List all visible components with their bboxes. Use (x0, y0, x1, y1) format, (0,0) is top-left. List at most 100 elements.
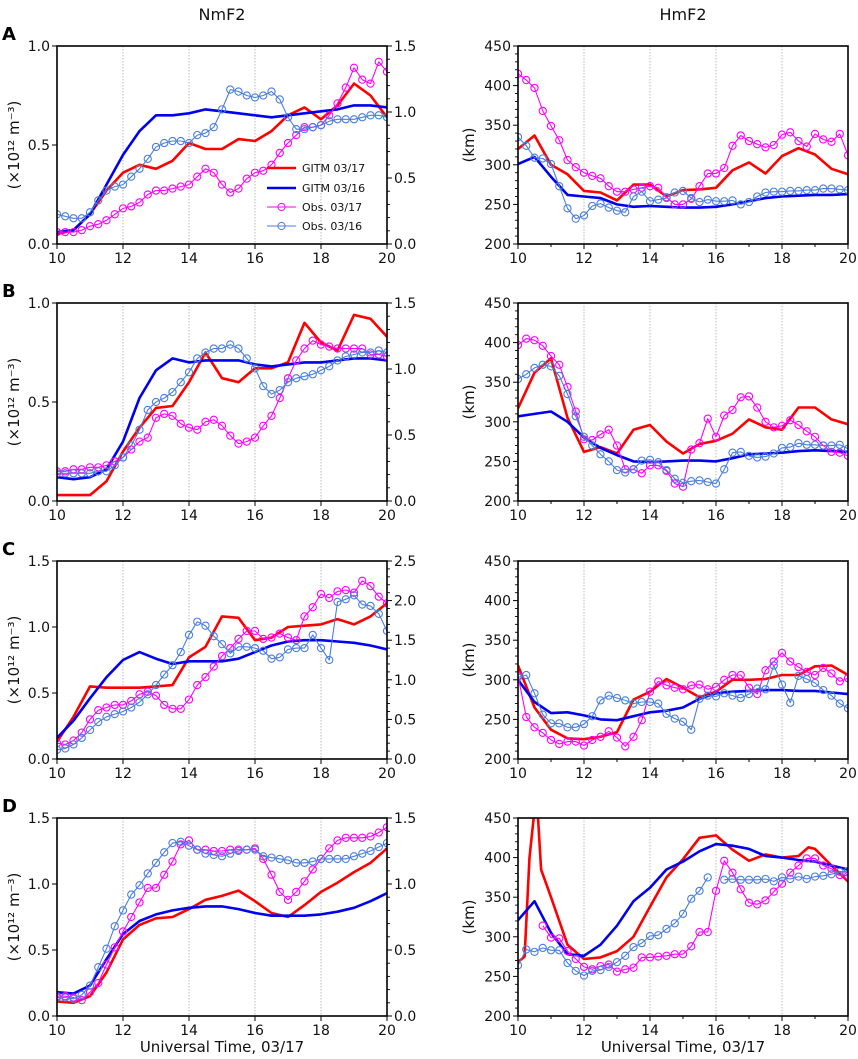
data-point-obs-03-17 (176, 419, 185, 428)
data-point-obs-03-16 (226, 849, 235, 858)
data-point-obs-03-17 (711, 169, 721, 178)
data-point-obs-03-16 (226, 340, 235, 349)
data-point-obs-03-17 (151, 186, 161, 195)
series-line-obs-03-17 (542, 857, 848, 973)
data-point-obs-03-17 (217, 180, 227, 189)
data-point-obs-03-17 (596, 174, 605, 183)
data-point-obs-03-17 (193, 680, 202, 690)
data-point-obs-03-17 (794, 662, 803, 672)
data-point-obs-03-17 (563, 155, 572, 165)
data-point-obs-03-16 (358, 348, 367, 357)
data-point-obs-03-16 (349, 591, 359, 600)
data-point-obs-03-17 (588, 171, 597, 181)
data-point-obs-03-16 (612, 957, 622, 967)
data-point-obs-03-16 (662, 193, 671, 203)
data-point-obs-03-17 (720, 163, 729, 173)
data-point-obs-03-16 (645, 455, 655, 464)
data-point-obs-03-17 (802, 854, 811, 863)
data-point-obs-03-17 (234, 184, 243, 193)
data-point-obs-03-17 (135, 198, 144, 207)
data-point-obs-03-16 (151, 680, 161, 690)
data-point-obs-03-17 (711, 432, 721, 441)
panel-label-c: C (2, 539, 15, 560)
data-point-obs-03-17 (819, 135, 828, 144)
x-tick-label: 12 (575, 1023, 593, 1039)
data-point-obs-03-16 (61, 469, 70, 478)
data-point-obs-03-16 (242, 91, 251, 100)
data-point-obs-03-17 (349, 833, 359, 842)
data-point-obs-03-16 (802, 440, 811, 449)
data-point-obs-03-16 (736, 447, 745, 457)
series-line-obs-03-16 (57, 89, 387, 219)
data-point-obs-03-16 (835, 699, 844, 708)
data-point-obs-03-16 (366, 348, 375, 357)
data-point-obs-03-17 (110, 700, 119, 710)
data-point-obs-03-16 (184, 138, 194, 148)
data-point-obs-03-17 (374, 57, 383, 66)
data-point-obs-03-17 (810, 432, 820, 441)
x-tick-label: 16 (707, 766, 725, 782)
data-point-obs-03-17 (242, 437, 251, 446)
y2-tick-label: 2.5 (394, 554, 416, 570)
data-point-obs-03-17 (843, 674, 848, 683)
data-point-obs-03-16 (571, 966, 580, 976)
data-point-obs-03-16 (160, 670, 169, 679)
y2-tick-label: 0.0 (394, 237, 416, 253)
data-point-obs-03-16 (786, 186, 795, 196)
panel-label-a: A (2, 24, 16, 45)
data-point-obs-03-16 (168, 136, 177, 146)
data-point-obs-03-16 (184, 630, 194, 640)
data-point-obs-03-16 (662, 465, 671, 475)
data-point-obs-03-17 (118, 927, 128, 936)
data-point-obs-03-16 (728, 196, 737, 205)
data-point-obs-03-17 (118, 204, 128, 213)
data-point-obs-03-16 (85, 208, 95, 217)
data-point-obs-03-16 (670, 714, 679, 723)
data-point-obs-03-16 (325, 362, 334, 371)
data-point-obs-03-17 (176, 840, 185, 849)
data-point-obs-03-17 (267, 411, 276, 421)
data-point-obs-03-16 (242, 354, 251, 363)
data-point-obs-03-16 (300, 643, 309, 653)
data-point-obs-03-17 (300, 877, 309, 886)
data-point-obs-03-16 (579, 720, 589, 729)
data-point-obs-03-17 (209, 662, 218, 671)
data-point-obs-03-17 (127, 696, 136, 706)
data-point-obs-03-17 (645, 953, 655, 962)
data-point-obs-03-16 (316, 366, 326, 375)
data-point-obs-03-17 (744, 898, 754, 907)
data-point-obs-03-16 (201, 621, 210, 630)
x-tick-label: 12 (114, 251, 132, 267)
plot-c-nmf2: 10 12 14 16 18 200.00.51.01.50.00.51.01.52.02… (28, 554, 417, 782)
data-point-obs-03-16 (604, 457, 613, 466)
legend-label-obs-0317: Obs. 03/17 (302, 201, 362, 214)
data-point-obs-03-16 (695, 197, 704, 207)
data-point-obs-03-16 (794, 439, 803, 448)
data-point-obs-03-16 (753, 875, 762, 884)
data-point-obs-03-17 (596, 732, 605, 741)
data-point-obs-03-17 (168, 704, 177, 713)
data-point-obs-03-17 (349, 588, 359, 597)
y-tick-label: 0.0 (28, 752, 50, 768)
data-point-obs-03-17 (728, 405, 737, 415)
y-tick-label: 1.0 (28, 620, 50, 636)
y-tick-label: 0.5 (28, 943, 50, 959)
data-point-obs-03-16 (621, 468, 630, 477)
data-point-obs-03-17 (777, 648, 787, 658)
data-point-obs-03-16 (530, 947, 539, 956)
data-point-obs-03-17 (621, 742, 630, 751)
data-point-obs-03-16 (102, 467, 111, 476)
data-point-obs-03-16 (530, 153, 539, 162)
data-point-obs-03-17 (802, 142, 811, 151)
y-tick-label: 1.0 (28, 296, 50, 312)
data-point-obs-03-17 (530, 723, 539, 732)
data-point-obs-03-17 (143, 190, 152, 199)
data-point-obs-03-17 (316, 589, 326, 599)
y-tick-label: 400 (484, 594, 511, 610)
data-point-obs-03-16 (728, 448, 737, 457)
series-line-gitm-03-16 (518, 410, 848, 464)
data-point-obs-03-16 (654, 699, 663, 708)
data-point-obs-03-17 (226, 188, 235, 197)
y2-tick-label: 0.5 (394, 171, 416, 187)
data-point-obs-03-17 (579, 962, 589, 972)
